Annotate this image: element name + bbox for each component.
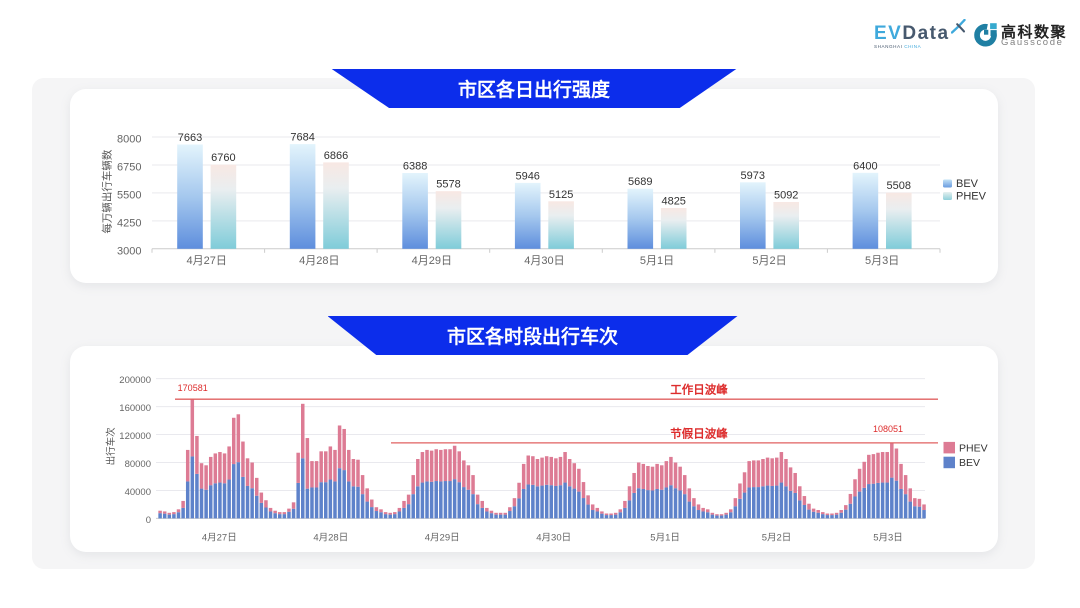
svg-text:80000: 80000 <box>125 459 151 470</box>
svg-text:4月29日: 4月29日 <box>425 533 460 544</box>
svg-text:40000: 40000 <box>125 487 151 498</box>
svg-text:5125: 5125 <box>549 189 573 201</box>
svg-text:3000: 3000 <box>117 245 141 257</box>
svg-text:5月2日: 5月2日 <box>762 533 792 544</box>
svg-text:5578: 5578 <box>436 179 460 191</box>
svg-text:5689: 5689 <box>628 176 652 188</box>
svg-text:4月28日: 4月28日 <box>313 533 348 544</box>
svg-text:节假日波峰: 节假日波峰 <box>670 426 728 440</box>
svg-text:5月2日: 5月2日 <box>752 255 786 267</box>
svg-text:BEV: BEV <box>956 178 979 190</box>
svg-text:160000: 160000 <box>119 403 151 414</box>
svg-text:120000: 120000 <box>119 431 151 442</box>
svg-text:4月28日: 4月28日 <box>299 255 339 267</box>
svg-text:4月29日: 4月29日 <box>412 255 452 267</box>
svg-text:8000: 8000 <box>117 134 141 146</box>
svg-text:出行车次: 出行车次 <box>105 427 117 466</box>
svg-text:170581: 170581 <box>178 383 208 393</box>
svg-text:4月27日: 4月27日 <box>187 255 227 267</box>
svg-text:7663: 7663 <box>178 132 202 144</box>
svg-text:每万辆出行车辆数: 每万辆出行车辆数 <box>100 149 113 233</box>
svg-text:200000: 200000 <box>119 375 151 386</box>
svg-text:4月30日: 4月30日 <box>536 533 571 544</box>
svg-text:5508: 5508 <box>887 180 911 192</box>
svg-text:6760: 6760 <box>211 152 235 164</box>
svg-text:5月1日: 5月1日 <box>650 533 680 544</box>
svg-text:7684: 7684 <box>290 132 314 144</box>
svg-text:4月27日: 4月27日 <box>202 533 237 544</box>
svg-text:5月1日: 5月1日 <box>640 255 674 267</box>
svg-text:BEV: BEV <box>959 457 980 469</box>
svg-text:4825: 4825 <box>661 196 685 208</box>
svg-text:0: 0 <box>146 515 151 526</box>
svg-text:6750: 6750 <box>117 162 141 174</box>
svg-text:6400: 6400 <box>853 160 877 172</box>
svg-text:5092: 5092 <box>774 190 798 202</box>
svg-text:5月3日: 5月3日 <box>865 255 899 267</box>
svg-text:PHEV: PHEV <box>959 442 988 454</box>
svg-text:PHEV: PHEV <box>956 191 987 203</box>
svg-text:4250: 4250 <box>117 217 141 229</box>
svg-text:6388: 6388 <box>403 161 427 173</box>
svg-text:5946: 5946 <box>515 170 539 182</box>
svg-text:4月30日: 4月30日 <box>524 255 564 267</box>
svg-text:108051: 108051 <box>873 424 903 434</box>
svg-text:工作日波峰: 工作日波峰 <box>670 383 728 397</box>
svg-text:5500: 5500 <box>117 189 141 201</box>
svg-text:5月3日: 5月3日 <box>873 533 903 544</box>
svg-text:5973: 5973 <box>741 170 765 182</box>
svg-text:6866: 6866 <box>324 150 348 162</box>
